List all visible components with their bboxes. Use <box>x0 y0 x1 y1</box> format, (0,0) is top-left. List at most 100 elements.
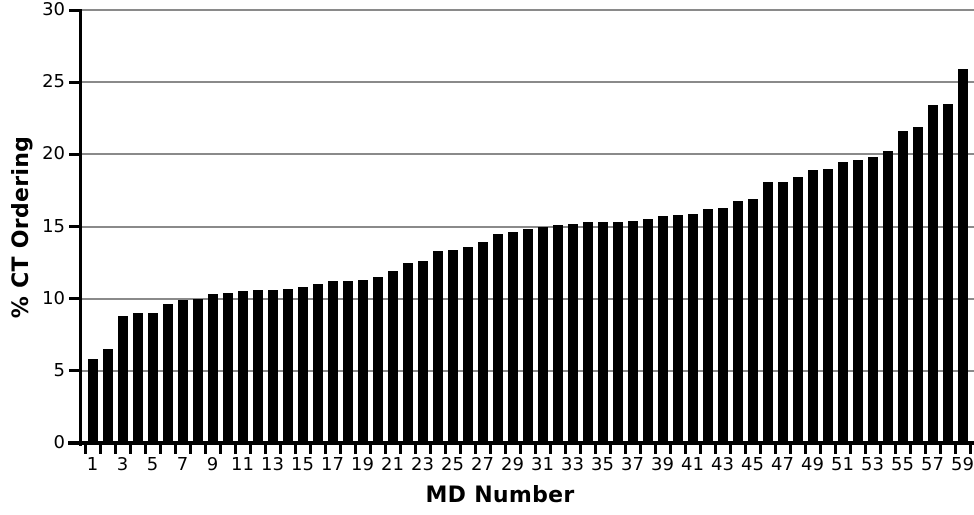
x-tick-41 <box>698 445 702 454</box>
x-tick-31 <box>548 445 552 454</box>
bar-45 <box>747 199 758 443</box>
bar-50 <box>822 168 833 443</box>
bar-5 <box>147 313 158 443</box>
x-tick-8 <box>203 445 207 454</box>
bar-36 <box>612 222 623 443</box>
x-tick-label-29: 29 <box>501 454 524 475</box>
bar-40 <box>672 214 683 443</box>
x-tick-26 <box>473 445 477 454</box>
x-tick-label-15: 15 <box>291 454 314 475</box>
x-tick-label-39: 39 <box>651 454 674 475</box>
y-tick-label-5: 5 <box>53 359 65 381</box>
x-tick-21 <box>398 445 402 454</box>
x-tick-34 <box>593 445 597 454</box>
bar-37 <box>627 220 638 443</box>
y-tick-label-25: 25 <box>42 71 65 93</box>
x-tick-11 <box>248 445 252 454</box>
y-axis-line <box>79 9 82 446</box>
x-tick-43 <box>728 445 732 454</box>
x-tick-label-5: 5 <box>146 454 159 475</box>
x-tick-42 <box>713 445 717 454</box>
x-axis-line <box>68 441 974 445</box>
bar-57 <box>927 105 938 443</box>
bar-49 <box>807 170 818 443</box>
bar-2 <box>102 349 113 443</box>
x-tick-22 <box>413 445 417 454</box>
bar-21 <box>387 271 398 443</box>
x-tick-0 <box>83 445 87 454</box>
y-tick-15 <box>69 225 80 228</box>
x-tick-7 <box>188 445 192 454</box>
x-tick-32 <box>563 445 567 454</box>
x-tick-5 <box>158 445 162 454</box>
bar-12 <box>252 290 263 443</box>
bar-55 <box>897 131 908 443</box>
y-tick-5 <box>69 369 80 373</box>
bar-32 <box>552 225 563 443</box>
x-tick-13 <box>278 445 282 454</box>
x-tick-label-13: 13 <box>261 454 284 475</box>
x-tick-38 <box>653 445 657 454</box>
bar-15 <box>297 287 308 443</box>
bar-18 <box>342 281 353 443</box>
x-tick-20 <box>383 445 387 454</box>
bar-43 <box>717 207 728 443</box>
bar-52 <box>852 160 863 443</box>
bar-34 <box>582 222 593 443</box>
x-tick-label-19: 19 <box>351 454 374 475</box>
x-tick-49 <box>818 445 822 454</box>
x-tick-14 <box>293 445 297 454</box>
x-tick-label-7: 7 <box>176 454 189 475</box>
x-tick-label-17: 17 <box>321 454 344 475</box>
x-tick-53 <box>878 445 882 454</box>
x-tick-label-43: 43 <box>711 454 734 475</box>
bar-19 <box>357 279 368 443</box>
x-tick-label-35: 35 <box>591 454 614 475</box>
gridline-30 <box>78 9 974 11</box>
bar-38 <box>642 219 653 443</box>
x-tick-9 <box>218 445 222 454</box>
x-tick-label-3: 3 <box>116 454 129 475</box>
x-tick-58 <box>953 445 957 454</box>
x-tick-18 <box>353 445 357 454</box>
bar-51 <box>837 161 848 443</box>
x-tick-label-11: 11 <box>231 454 254 475</box>
x-tick-56 <box>923 445 927 454</box>
y-tick-20 <box>69 152 80 156</box>
x-tick-29 <box>518 445 522 454</box>
y-tick-label-20: 20 <box>42 143 65 165</box>
x-tick-54 <box>893 445 897 454</box>
bar-39 <box>657 216 668 443</box>
x-tick-label-33: 33 <box>561 454 584 475</box>
x-tick-label-45: 45 <box>741 454 764 475</box>
x-tick-label-23: 23 <box>411 454 434 475</box>
x-tick-19 <box>368 445 372 454</box>
x-axis-title: MD Number <box>425 483 575 508</box>
bar-10 <box>222 292 233 443</box>
x-tick-label-27: 27 <box>471 454 494 475</box>
x-tick-55 <box>908 445 912 454</box>
x-tick-17 <box>338 445 342 454</box>
x-tick-label-51: 51 <box>831 454 854 475</box>
x-tick-51 <box>848 445 852 454</box>
bar-13 <box>267 290 278 443</box>
bar-23 <box>417 261 428 443</box>
gridline-20 <box>78 153 974 156</box>
x-tick-label-1: 1 <box>86 454 99 475</box>
y-tick-30 <box>69 8 80 12</box>
y-tick-label-10: 10 <box>42 287 65 309</box>
x-tick-35 <box>608 445 612 454</box>
x-tick-47 <box>788 445 792 454</box>
bar-58 <box>942 103 953 443</box>
bar-1 <box>87 359 98 443</box>
x-tick-30 <box>533 445 537 454</box>
x-tick-10 <box>233 445 237 454</box>
bar-35 <box>597 222 608 443</box>
x-tick-label-55: 55 <box>891 454 914 475</box>
x-tick-48 <box>803 445 807 454</box>
x-tick-label-21: 21 <box>381 454 404 475</box>
bar-24 <box>432 251 443 443</box>
gridline-25 <box>78 81 974 84</box>
y-tick-25 <box>69 80 80 84</box>
bar-29 <box>507 232 518 443</box>
